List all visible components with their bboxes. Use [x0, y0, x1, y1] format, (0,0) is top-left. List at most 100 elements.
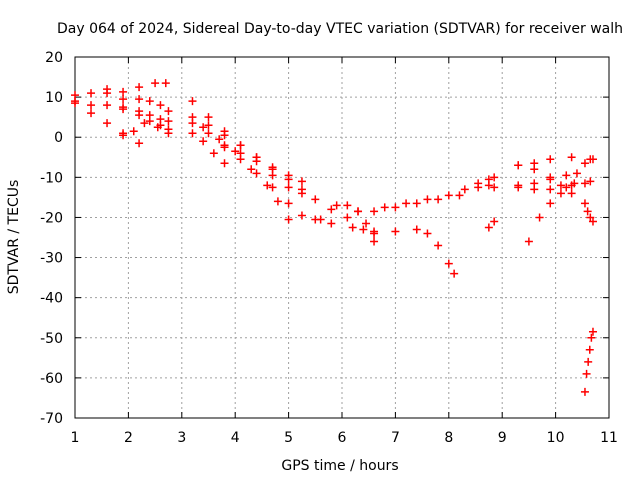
data-point [514, 183, 523, 192]
data-point [199, 137, 208, 146]
data-point [562, 183, 571, 192]
data-point [484, 223, 493, 232]
data-point [327, 205, 336, 214]
y-axis-label: SDTVAR / TECUs [6, 180, 22, 295]
data-point [220, 143, 229, 152]
data-point [370, 229, 379, 238]
data-point [119, 87, 128, 96]
axis-ticks [74, 56, 610, 419]
data-point [423, 229, 432, 238]
data-point [231, 147, 240, 156]
data-point [412, 199, 421, 208]
data-point [215, 135, 224, 144]
data-point [188, 129, 197, 138]
x-tick-label: 5 [284, 430, 293, 446]
data-point [284, 215, 293, 224]
data-point [151, 79, 160, 88]
data-point [188, 97, 197, 106]
data-point [567, 181, 576, 190]
data-point [490, 217, 499, 226]
data-point [423, 195, 432, 204]
data-point [546, 185, 555, 194]
data-point [268, 183, 277, 192]
data-point [535, 213, 544, 222]
data-point [524, 237, 533, 246]
data-point [284, 199, 293, 208]
data-point [354, 207, 363, 216]
data-points [71, 79, 597, 396]
x-tick-label: 2 [124, 430, 133, 446]
data-point [161, 79, 170, 88]
y-tick-label: 10 [45, 90, 63, 106]
data-point [199, 123, 208, 132]
data-point [567, 189, 576, 198]
data-point [434, 195, 443, 204]
data-point [556, 189, 565, 198]
data-point [585, 345, 594, 354]
y-tick-label: 0 [54, 130, 63, 146]
data-point [268, 171, 277, 180]
data-point [252, 169, 261, 178]
data-point [204, 121, 213, 130]
x-tick-label: 9 [498, 430, 507, 446]
data-point [311, 195, 320, 204]
data-point [567, 153, 576, 162]
data-point [145, 97, 154, 106]
data-point [584, 357, 593, 366]
data-point [450, 269, 459, 278]
data-point [572, 169, 581, 178]
data-point [145, 117, 154, 126]
x-tick-label: 8 [444, 430, 453, 446]
data-point [546, 155, 555, 164]
data-point [490, 173, 499, 182]
data-point [247, 165, 256, 174]
data-point [129, 127, 138, 136]
x-tick-label: 11 [600, 430, 618, 446]
data-point [343, 213, 352, 222]
data-point [586, 177, 595, 186]
data-point [263, 181, 272, 190]
data-point [380, 203, 389, 212]
x-tick-label: 7 [391, 430, 400, 446]
data-point [530, 165, 539, 174]
data-point [204, 129, 213, 138]
data-point [474, 183, 483, 192]
data-point [434, 241, 443, 250]
data-point [164, 129, 173, 138]
data-point [316, 215, 325, 224]
y-tick-label: -40 [40, 291, 63, 307]
data-point [204, 113, 213, 122]
x-axis-label: GPS time / hours [281, 458, 398, 474]
data-point [220, 159, 229, 168]
data-point [87, 109, 96, 118]
data-point [119, 95, 128, 104]
data-point [582, 369, 591, 378]
data-point [252, 157, 261, 166]
y-tick-label: -20 [40, 210, 63, 226]
data-point [588, 217, 597, 226]
data-point [530, 185, 539, 194]
data-point [87, 101, 96, 110]
data-point [332, 201, 341, 210]
data-point [455, 191, 464, 200]
data-point [209, 149, 218, 158]
data-point [164, 107, 173, 116]
data-point [103, 85, 112, 94]
data-point [586, 155, 595, 164]
data-point [135, 83, 144, 92]
data-point [348, 223, 357, 232]
data-point [362, 219, 371, 228]
data-point [268, 163, 277, 172]
data-point [391, 227, 400, 236]
data-point [444, 259, 453, 268]
y-tick-label: -60 [40, 371, 63, 387]
data-point [514, 161, 523, 170]
data-point [580, 159, 589, 168]
data-point [460, 185, 469, 194]
data-point [402, 199, 411, 208]
data-point [587, 333, 596, 342]
data-point [297, 177, 306, 186]
data-point [562, 171, 571, 180]
data-point [490, 183, 499, 192]
data-point [580, 387, 589, 396]
